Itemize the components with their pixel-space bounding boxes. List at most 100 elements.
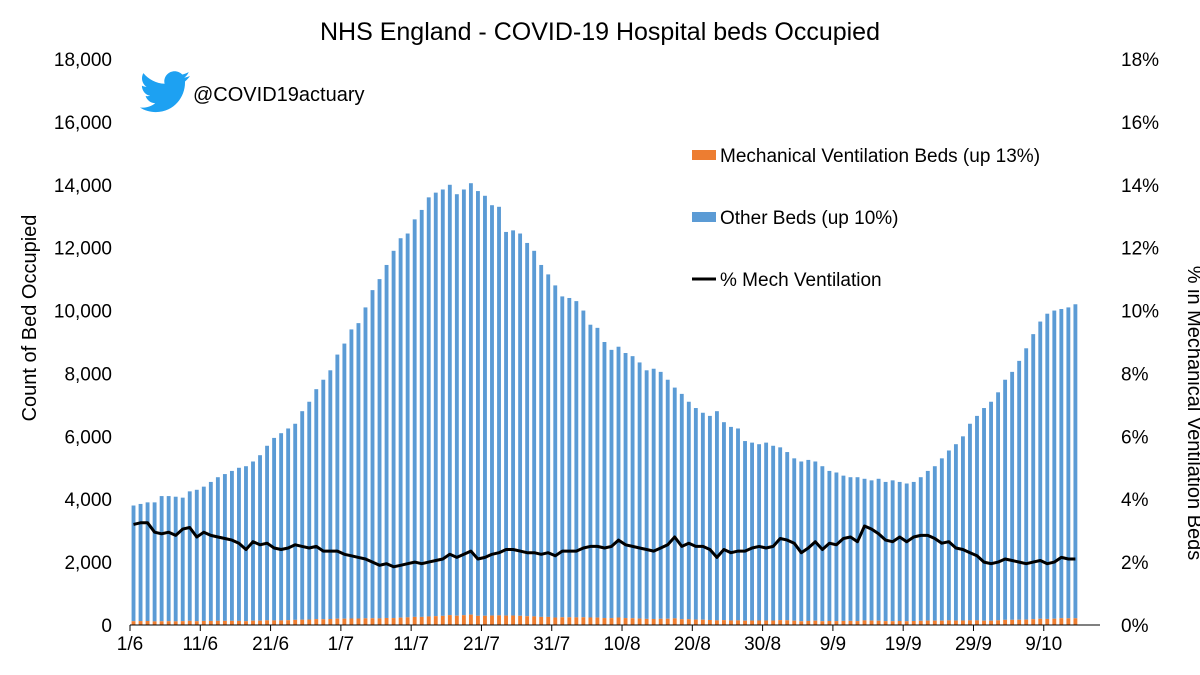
other-beds-bar <box>419 209 424 617</box>
y-tick-label: 12,000 <box>54 239 112 260</box>
mech-vent-bar <box>476 615 480 625</box>
mech-vent-bar <box>251 620 255 625</box>
mech-vent-bar <box>989 620 993 625</box>
mech-vent-bar <box>328 619 333 625</box>
x-tick-label: 10/8 <box>604 634 641 655</box>
other-beds-bar <box>750 442 754 621</box>
other-beds-bar <box>890 480 895 622</box>
mech-vent-bar <box>131 621 136 625</box>
mech-vent-bar <box>1066 618 1071 625</box>
mech-vent-bar <box>588 617 593 625</box>
other-beds-bar <box>433 192 438 617</box>
mech-vent-bar <box>658 618 663 625</box>
other-beds-bar <box>911 481 916 621</box>
other-beds-bar <box>1052 310 1057 619</box>
mech-vent-bar <box>384 617 389 625</box>
mech-vent-bar <box>750 620 754 625</box>
mech-vent-bar <box>714 620 719 625</box>
other-beds-bar <box>743 441 747 621</box>
other-beds-bar <box>293 423 298 620</box>
mech-vent-bar <box>440 615 445 625</box>
mech-vent-bar <box>532 616 537 625</box>
mech-vent-bar <box>996 620 1001 625</box>
mech-vent-bar <box>1052 618 1057 625</box>
x-tick-label: 9/10 <box>1025 634 1062 655</box>
mech-vent-bar <box>1038 618 1043 625</box>
other-beds-bar <box>265 445 269 621</box>
other-beds-bar <box>166 496 171 622</box>
mech-vent-bar <box>946 620 951 625</box>
y2-tick-label: 10% <box>1121 302 1159 323</box>
other-beds-bar <box>827 470 832 621</box>
other-beds-bar <box>1003 379 1008 620</box>
other-beds-bar <box>1010 371 1015 620</box>
mech-vent-bar <box>525 616 530 625</box>
y2-tick-label: 12% <box>1121 239 1159 260</box>
other-beds-bar <box>553 285 558 618</box>
mech-vent-bar <box>827 620 832 625</box>
mech-vent-bar <box>229 620 234 625</box>
other-beds-bar <box>391 250 396 619</box>
mech-vent-bar <box>461 615 466 625</box>
other-beds-bar <box>862 478 867 621</box>
mech-vent-bar <box>1073 618 1078 625</box>
mech-vent-bar <box>363 618 368 625</box>
mech-vent-bar <box>272 620 277 625</box>
other-beds-bar <box>1066 307 1071 619</box>
other-beds-bar <box>616 346 621 618</box>
other-beds-bar <box>1031 334 1036 620</box>
other-beds-bar <box>602 342 607 619</box>
y-axis-label: Count of Bed Occupied <box>19 215 41 422</box>
other-beds-bar <box>757 444 762 621</box>
mech-vent-bar <box>201 620 206 625</box>
mech-vent-bar <box>1003 619 1008 625</box>
other-beds-bar <box>187 491 192 621</box>
other-beds-bar <box>426 197 431 617</box>
x-tick-label: 21/6 <box>252 634 289 655</box>
mech-vent-bar <box>623 618 628 625</box>
other-beds-bar <box>968 423 972 621</box>
mech-vent-bar <box>855 621 860 625</box>
other-beds-bar <box>609 349 614 619</box>
mech-vent-bar <box>391 618 396 625</box>
other-beds-bar <box>989 401 993 621</box>
mech-vent-bar <box>173 621 178 625</box>
other-beds-bar <box>405 233 410 618</box>
y-tick-label: 4,000 <box>64 490 112 511</box>
mech-vent-bar <box>286 620 291 625</box>
mech-vent-bar <box>897 620 902 625</box>
x-tick-label: 11/6 <box>183 634 219 655</box>
mech-vent-bar <box>785 620 790 625</box>
mech-vent-bar <box>869 620 874 625</box>
mech-vent-bar <box>904 621 909 625</box>
pct-mech-vent-line <box>133 521 1076 569</box>
other-beds-bar <box>1038 321 1043 619</box>
y-tick-label: 6,000 <box>64 427 112 448</box>
other-beds-bar <box>785 452 790 621</box>
other-beds-bar <box>1017 360 1022 620</box>
other-beds-bar <box>855 477 860 622</box>
legend-swatch-mech-vent <box>692 150 716 160</box>
mech-vent-bar <box>806 620 811 625</box>
mech-vent-bar <box>834 621 839 625</box>
mech-vent-bar <box>665 618 670 625</box>
other-beds-bar <box>848 477 853 621</box>
mech-vent-bar <box>581 617 586 625</box>
mech-vent-bar <box>939 620 944 625</box>
other-beds-bar <box>145 502 150 622</box>
mech-vent-bar <box>644 618 649 625</box>
other-beds-bar <box>286 428 291 621</box>
mech-vent-bar <box>686 619 691 625</box>
mech-vent-bar <box>1059 618 1064 625</box>
other-beds-bar <box>258 455 262 621</box>
mech-vent-bar <box>356 618 361 625</box>
x-tick-label: 1/6 <box>117 634 143 655</box>
other-beds-bar <box>384 264 389 618</box>
mech-vent-bar <box>433 616 438 625</box>
mech-vent-bar <box>483 615 487 625</box>
mech-vent-bar <box>159 621 164 625</box>
other-beds-bar <box>370 290 375 619</box>
mech-vent-bar <box>504 615 508 625</box>
other-beds-bar <box>679 393 684 620</box>
mech-vent-bar <box>672 618 677 625</box>
